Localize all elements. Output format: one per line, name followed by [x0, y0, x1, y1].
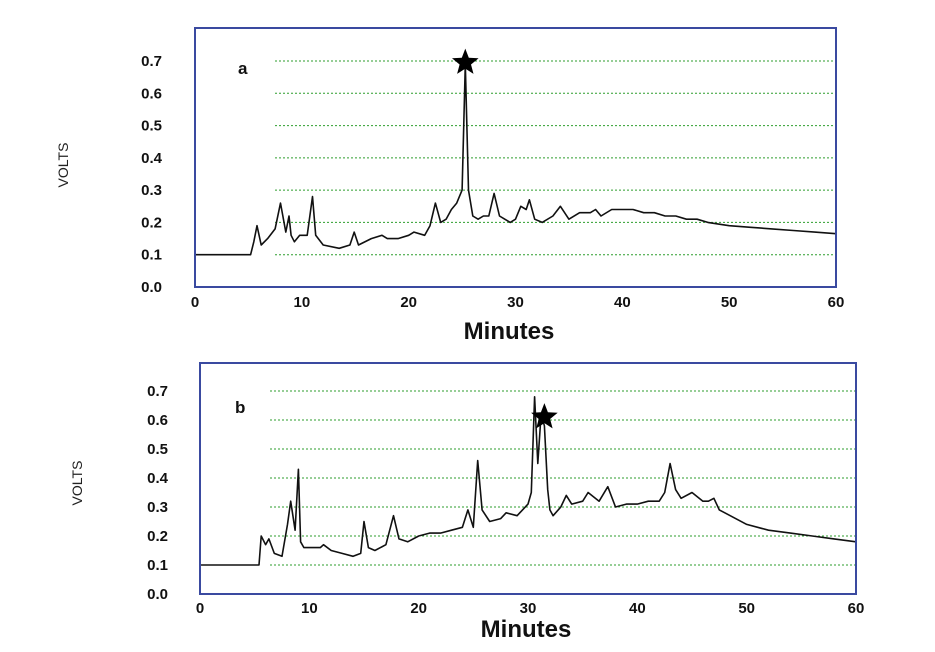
panel-b-gridlines: [270, 390, 856, 566]
panel-a-x-tick-labels: 0 10 20 30 40 50 60: [191, 294, 845, 311]
x-tick-label: 20: [400, 294, 417, 311]
x-tick-label: 40: [629, 600, 646, 617]
y-tick-label: 0.1: [141, 247, 162, 264]
panel-b-ylabel: VOLTS: [69, 461, 85, 506]
panel-a-plot-frame: [194, 27, 837, 288]
y-tick-label: 0.6: [141, 85, 162, 102]
panel-a-label-backdrop: [222, 50, 274, 92]
x-tick-label: 20: [410, 600, 427, 617]
panel-b: VOLTS 0.0 0.1 0.2 0.3 0.4 0.5 0.6 0.7 0 10 20 30 40…: [69, 362, 865, 643]
panel-b-y-tick-labels: 0.0 0.1 0.2 0.3 0.4 0.5 0.6 0.7: [147, 383, 169, 603]
panel-a-star-marker: [452, 48, 479, 74]
panel-a-chromatogram-trace: [195, 63, 837, 256]
y-tick-label: 0.3: [147, 499, 168, 516]
y-tick-label: 0.3: [141, 182, 162, 199]
x-tick-label: 50: [738, 600, 755, 617]
x-tick-label: 60: [848, 600, 865, 617]
x-tick-label: 60: [828, 294, 845, 311]
y-tick-label: 0.2: [141, 214, 162, 231]
panel-a-xlabel: Minutes: [464, 318, 555, 345]
y-tick-label: 0.1: [147, 557, 168, 574]
panel-a: VOLTS 0.0 0.1 0.2 0.3 0.4 0.5 0.6 0.7 0 10 20 30 40…: [55, 27, 845, 345]
panel-b-label-backdrop: [222, 390, 270, 430]
x-tick-label: 10: [301, 600, 318, 617]
panel-a-ylabel: VOLTS: [55, 143, 71, 188]
panel-a-label: a: [238, 59, 248, 78]
y-tick-label: 0.4: [147, 470, 169, 487]
panel-b-x-tick-labels: 0 10 20 30 40 50 60: [196, 600, 865, 617]
y-tick-label: 0.4: [141, 150, 163, 167]
panel-a-gridlines: [275, 60, 836, 256]
x-tick-label: 30: [520, 600, 537, 617]
y-tick-label: 0.7: [147, 383, 168, 400]
panel-b-label: b: [235, 398, 245, 417]
panel-a-y-tick-labels: 0.0 0.1 0.2 0.3 0.4 0.5 0.6 0.7: [141, 53, 163, 296]
panel-b-chromatogram-trace: [200, 396, 857, 566]
x-tick-label: 0: [191, 294, 199, 311]
x-tick-label: 40: [614, 294, 631, 311]
x-tick-label: 10: [293, 294, 310, 311]
y-tick-label: 0.5: [147, 441, 168, 458]
x-tick-label: 30: [507, 294, 524, 311]
panel-b-plot-frame: [199, 362, 857, 595]
x-tick-label: 0: [196, 600, 204, 617]
y-tick-label: 0.0: [141, 279, 162, 296]
y-tick-label: 0.2: [147, 528, 168, 545]
panel-b-xlabel: Minutes: [481, 616, 572, 643]
panel-b-star-marker: [531, 403, 558, 429]
y-tick-label: 0.5: [141, 118, 162, 135]
y-tick-label: 0.0: [147, 586, 168, 603]
x-tick-label: 50: [721, 294, 738, 311]
y-tick-label: 0.6: [147, 412, 168, 429]
y-tick-label: 0.7: [141, 53, 162, 70]
